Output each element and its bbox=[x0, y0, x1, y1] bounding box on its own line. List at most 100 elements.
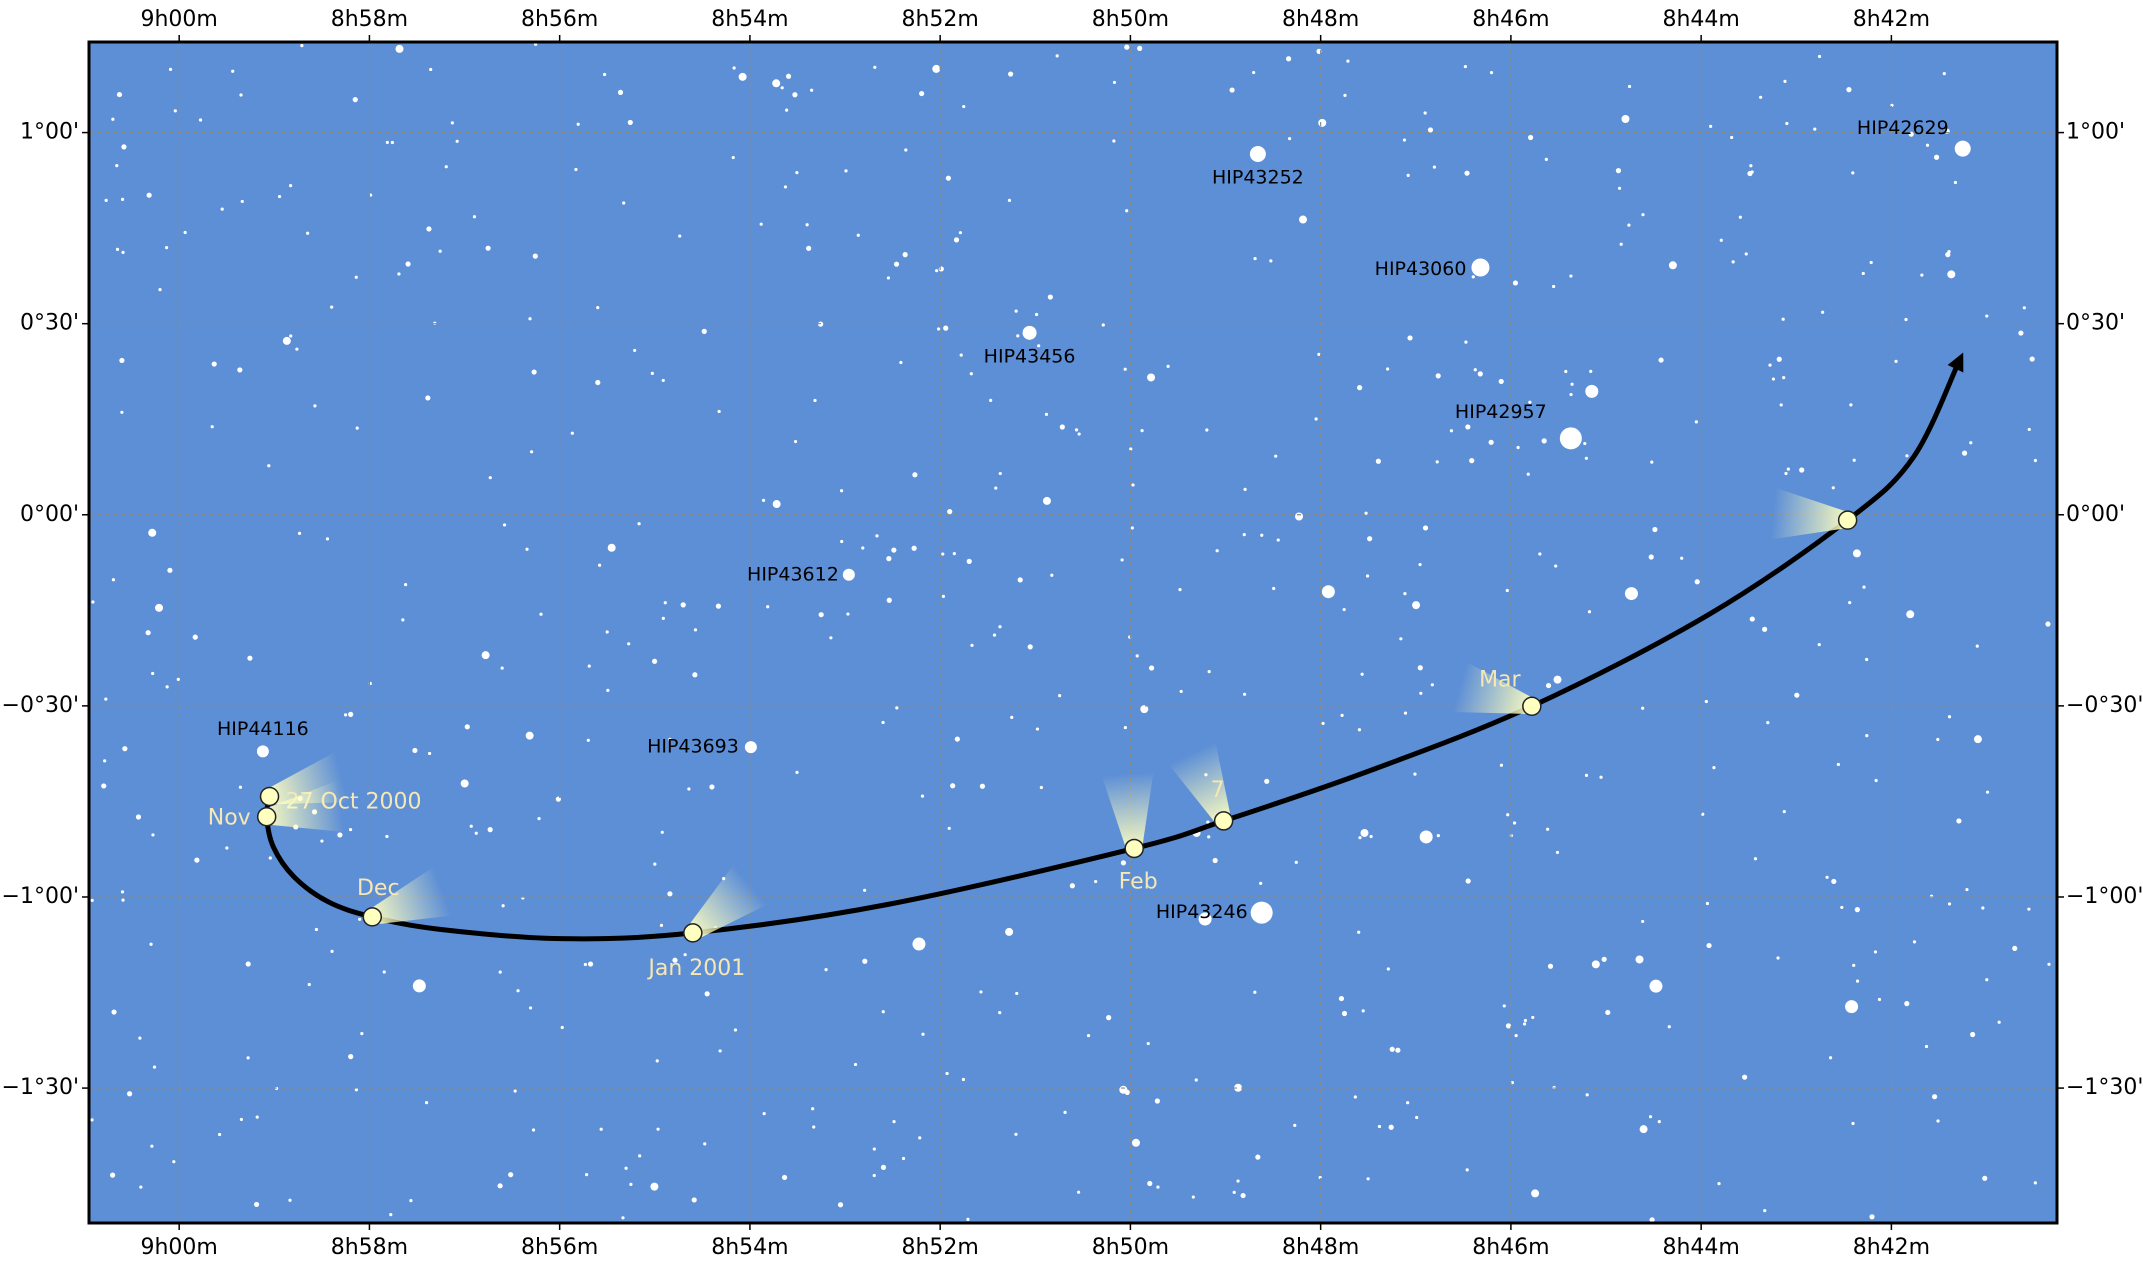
background-star bbox=[1131, 1138, 1140, 1147]
background-star bbox=[1961, 450, 1968, 456]
background-star bbox=[1178, 588, 1182, 592]
background-star bbox=[1753, 857, 1758, 861]
background-star bbox=[1742, 1074, 1748, 1080]
background-star bbox=[1912, 940, 1917, 944]
background-star bbox=[1973, 735, 1982, 744]
background-star bbox=[192, 634, 198, 640]
background-star bbox=[941, 552, 945, 556]
background-star bbox=[1712, 766, 1716, 770]
background-star bbox=[1146, 1041, 1150, 1046]
background-star bbox=[872, 1147, 876, 1151]
background-star bbox=[2029, 356, 2035, 362]
background-star bbox=[1419, 691, 1423, 695]
star bbox=[1022, 325, 1037, 340]
background-star bbox=[1086, 1034, 1091, 1038]
background-star bbox=[1874, 778, 1878, 783]
background-star bbox=[289, 183, 293, 188]
background-star bbox=[529, 450, 534, 454]
background-star bbox=[382, 970, 386, 974]
background-star bbox=[429, 67, 433, 72]
background-star bbox=[829, 636, 833, 640]
background-star bbox=[1970, 1031, 1976, 1038]
background-star bbox=[501, 904, 505, 908]
background-star bbox=[627, 119, 633, 126]
background-star bbox=[1272, 586, 1276, 591]
star bbox=[842, 568, 855, 581]
background-star bbox=[1124, 1089, 1130, 1095]
background-star bbox=[2027, 907, 2031, 911]
background-star bbox=[1156, 1185, 1160, 1189]
comet-tail bbox=[1452, 661, 1534, 714]
x-tick-label: 8h52m bbox=[901, 7, 978, 32]
y-tick-label: −1°00' bbox=[2, 884, 79, 909]
background-star bbox=[1658, 357, 1664, 363]
x-tick-label: 9h00m bbox=[140, 7, 217, 32]
background-star bbox=[1985, 790, 1990, 794]
background-star bbox=[1849, 403, 1853, 407]
background-star bbox=[1731, 260, 1735, 264]
background-star bbox=[358, 917, 362, 921]
background-star bbox=[1358, 836, 1362, 840]
background-star bbox=[115, 247, 120, 251]
background-star bbox=[1584, 773, 1589, 778]
background-star bbox=[1346, 59, 1350, 63]
background-star bbox=[121, 898, 125, 902]
axes: 9h00m 9h00m 8h58m 8h58m 8h56m 8h56m 8h54m 8h54m… bbox=[2, 7, 2143, 1260]
background-star bbox=[1717, 1182, 1721, 1186]
background-star bbox=[1569, 274, 1573, 278]
background-star bbox=[875, 534, 879, 538]
background-star bbox=[425, 395, 431, 401]
y-tick-label: 0°30' bbox=[20, 311, 79, 336]
background-star bbox=[687, 787, 691, 791]
background-star bbox=[738, 72, 747, 81]
background-star bbox=[91, 600, 95, 604]
background-star bbox=[412, 979, 426, 993]
background-star bbox=[1477, 371, 1483, 377]
background-star bbox=[246, 1056, 250, 1060]
comet-tail-shape bbox=[1101, 771, 1154, 850]
background-star bbox=[1905, 454, 1909, 458]
background-star bbox=[1528, 400, 1532, 404]
background-star bbox=[1229, 87, 1235, 93]
background-star bbox=[947, 509, 953, 515]
background-star bbox=[119, 357, 125, 364]
background-star bbox=[1908, 131, 1914, 137]
comet-date-label: Mar bbox=[1479, 667, 1521, 692]
background-star bbox=[1649, 979, 1663, 993]
background-star bbox=[595, 379, 601, 386]
background-star bbox=[390, 140, 395, 145]
background-star bbox=[761, 498, 766, 503]
background-star bbox=[881, 1010, 885, 1014]
background-star bbox=[672, 957, 678, 963]
background-star bbox=[532, 253, 538, 259]
background-star bbox=[1627, 223, 1631, 227]
background-star bbox=[2033, 458, 2038, 463]
x-tick-label: 8h44m bbox=[1662, 1235, 1739, 1260]
background-star bbox=[1236, 1179, 1240, 1183]
background-star bbox=[1965, 887, 1969, 892]
background-star bbox=[911, 545, 917, 551]
background-star bbox=[1599, 775, 1603, 779]
star bbox=[744, 741, 757, 754]
background-star bbox=[1583, 441, 1587, 446]
background-star bbox=[587, 664, 591, 668]
background-star bbox=[1489, 71, 1494, 75]
background-star bbox=[846, 612, 850, 616]
background-star bbox=[1123, 367, 1127, 371]
background-star bbox=[1206, 820, 1210, 824]
background-star bbox=[412, 747, 418, 754]
background-star bbox=[992, 633, 997, 637]
background-star bbox=[1924, 1044, 1929, 1049]
background-star bbox=[1554, 564, 1558, 568]
background-star bbox=[103, 759, 107, 763]
background-star bbox=[330, 305, 334, 309]
background-star bbox=[152, 1065, 157, 1069]
background-star bbox=[701, 328, 707, 334]
background-star bbox=[587, 961, 594, 967]
x-tick-label: 8h48m bbox=[1282, 1235, 1359, 1260]
background-star bbox=[732, 66, 736, 70]
background-star bbox=[1207, 835, 1211, 839]
background-star bbox=[198, 118, 203, 122]
